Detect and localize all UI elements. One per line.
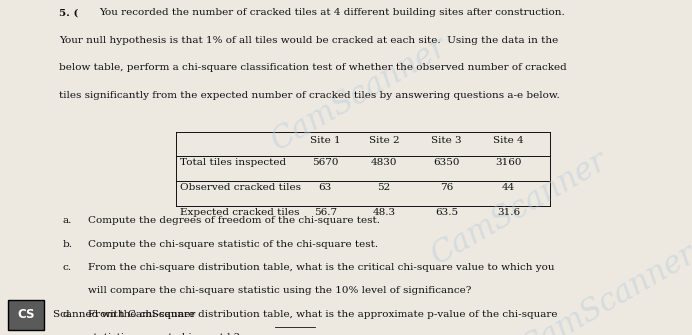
- Text: Total tiles inspected: Total tiles inspected: [180, 158, 286, 167]
- Text: 4830: 4830: [371, 158, 397, 167]
- FancyBboxPatch shape: [8, 300, 44, 330]
- Text: 56.7: 56.7: [313, 208, 337, 217]
- Text: From the chi-square distribution table, what is the approximate p-value of the c: From the chi-square distribution table, …: [88, 310, 557, 319]
- Text: From the chi-square distribution table, what is the critical chi-square value to: From the chi-square distribution table, …: [88, 263, 554, 272]
- Text: a.: a.: [62, 216, 72, 225]
- Text: 6350: 6350: [433, 158, 459, 167]
- Text: Scanned with CamScanner: Scanned with CamScanner: [53, 311, 195, 319]
- Text: Site 2: Site 2: [369, 136, 399, 145]
- Text: 5670: 5670: [312, 158, 338, 167]
- Text: 76: 76: [439, 183, 453, 192]
- Text: Compute the degrees of freedom of the chi-square test.: Compute the degrees of freedom of the ch…: [88, 216, 380, 225]
- Text: CamScanner: CamScanner: [426, 145, 612, 271]
- Text: 3160: 3160: [495, 158, 522, 167]
- Text: Observed cracked tiles: Observed cracked tiles: [180, 183, 301, 192]
- Text: will compare the chi-square statistic using the 10% level of significance?: will compare the chi-square statistic us…: [88, 286, 471, 295]
- Text: c.: c.: [62, 263, 71, 272]
- Text: Compute the chi-square statistic of the chi-square test.: Compute the chi-square statistic of the …: [88, 240, 378, 249]
- Text: 52: 52: [377, 183, 391, 192]
- Text: 48.3: 48.3: [372, 208, 396, 217]
- Text: 63.5: 63.5: [435, 208, 458, 217]
- Text: below table, perform a chi-square classification test of whether the observed nu: below table, perform a chi-square classi…: [59, 63, 567, 72]
- Text: d.: d.: [62, 310, 72, 319]
- Text: Site 4: Site 4: [493, 136, 524, 145]
- Text: Expected cracked tiles: Expected cracked tiles: [180, 208, 300, 217]
- Text: You recorded the number of cracked tiles at 4 different building sites after con: You recorded the number of cracked tiles…: [99, 8, 565, 17]
- Text: 5. (: 5. (: [59, 8, 78, 17]
- Text: CamScanner: CamScanner: [266, 31, 453, 157]
- Text: Your null hypothesis is that 1% of all tiles would be cracked at each site.  Usi: Your null hypothesis is that 1% of all t…: [59, 36, 558, 45]
- Text: Site 3: Site 3: [431, 136, 462, 145]
- Text: statistic computed in part b?: statistic computed in part b?: [88, 333, 239, 335]
- Text: CamScanner: CamScanner: [516, 239, 692, 335]
- Text: b.: b.: [62, 240, 72, 249]
- Text: tiles significantly from the expected number of cracked tiles by answering quest: tiles significantly from the expected nu…: [59, 91, 560, 100]
- Text: 31.6: 31.6: [497, 208, 520, 217]
- Text: Site 1: Site 1: [310, 136, 340, 145]
- Text: CS: CS: [17, 309, 35, 321]
- Text: 44: 44: [502, 183, 516, 192]
- Text: 63: 63: [318, 183, 332, 192]
